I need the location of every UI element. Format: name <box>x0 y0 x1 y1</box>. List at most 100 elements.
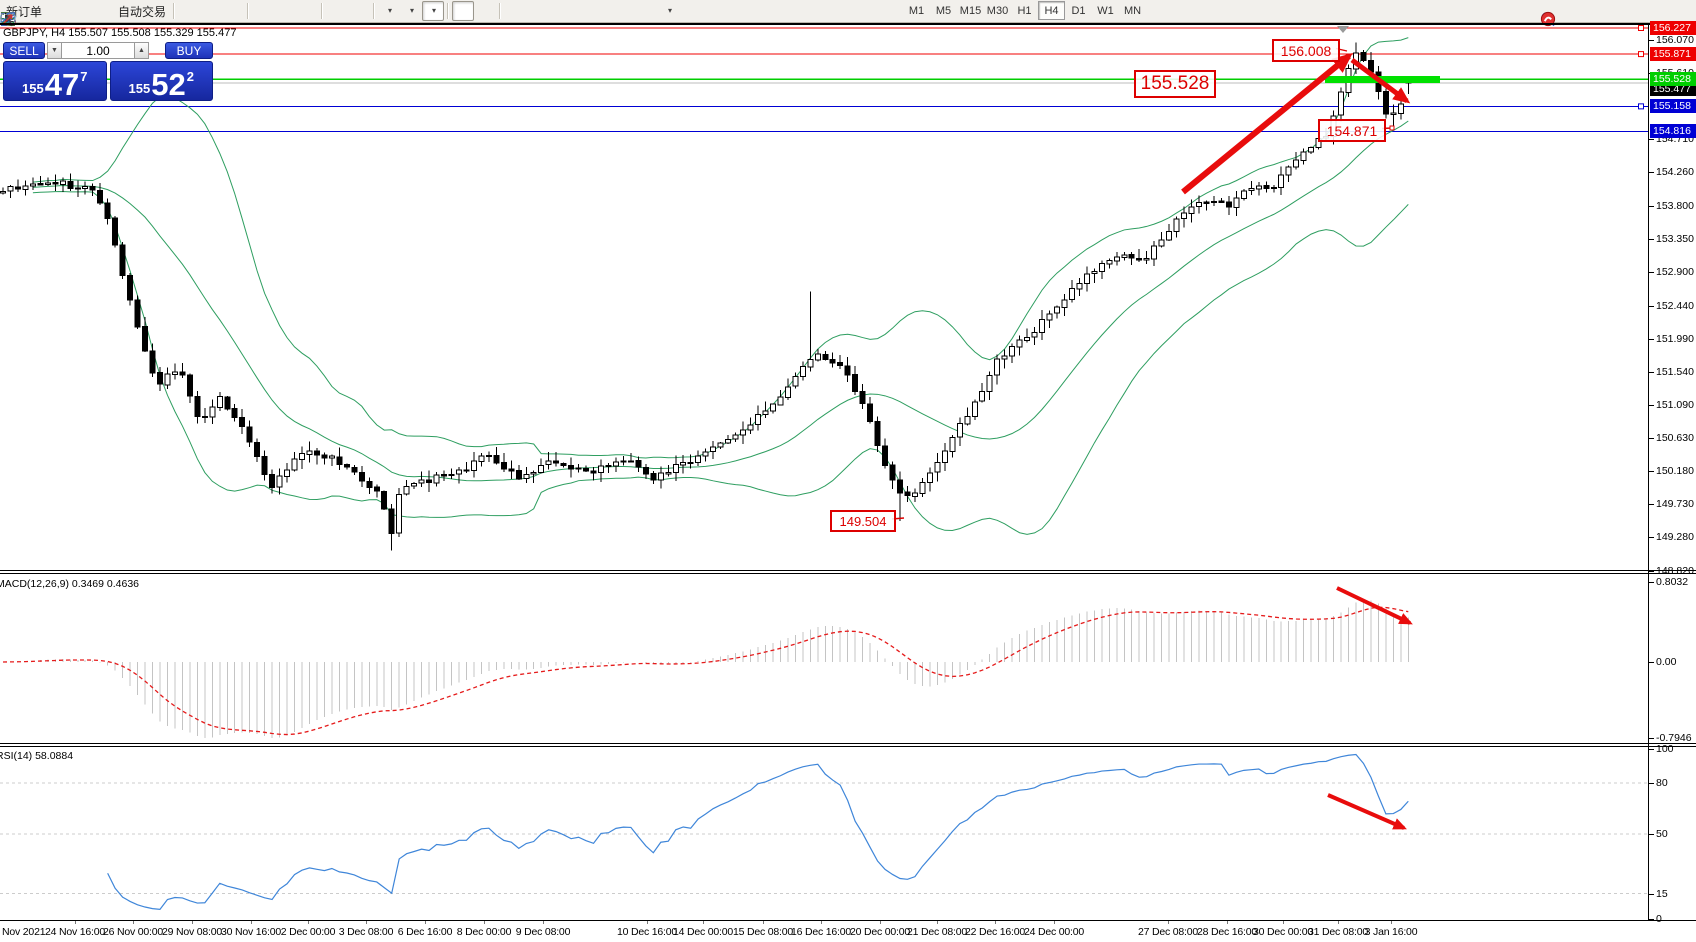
timeframe-mn-button[interactable]: MN <box>1123 4 1142 17</box>
price-tick <box>1649 205 1654 207</box>
time-tick <box>308 921 309 924</box>
line-anchor-handle[interactable] <box>1638 51 1644 58</box>
indicators-button[interactable]: ▾ <box>2 1 400 25</box>
sell-price-button[interactable]: 155 47 7 <box>3 61 107 101</box>
fibonacci-button[interactable]: F <box>2 1 614 27</box>
bollinger-band-line <box>32 37 1409 459</box>
rsi-panel-canvas[interactable] <box>0 748 1648 920</box>
time-tick <box>703 921 704 924</box>
macd-panel-canvas[interactable] <box>0 576 1648 742</box>
signals-button[interactable] <box>0 1 112 25</box>
timeframe-h4-button[interactable]: H4 <box>1038 1 1065 20</box>
rsi-tick <box>1649 783 1654 784</box>
volume-decrease-button[interactable]: ▼ <box>47 42 62 59</box>
timeframe-m5-button[interactable]: M5 <box>935 4 952 17</box>
support-segment[interactable] <box>1325 76 1440 83</box>
horizontal-line-button[interactable] <box>2 1 548 21</box>
market-gold-button[interactable] <box>0 1 68 24</box>
toolbar-separator <box>321 3 324 19</box>
price-tick <box>1649 537 1654 539</box>
price-tick-label: 152.440 <box>1656 299 1694 312</box>
timeframe-w1-button[interactable]: W1 <box>1097 4 1114 17</box>
price-callout-149.504[interactable]: 149.504 <box>830 510 896 532</box>
profile-button[interactable] <box>1 1 90 26</box>
macd-tick-label: -0.7946 <box>1656 732 1692 744</box>
panel-divider[interactable] <box>0 746 1696 747</box>
chevron-down-icon: ▾ <box>668 6 673 15</box>
price-tick-label: 153.350 <box>1656 232 1694 245</box>
timeframe-d1-button[interactable]: D1 <box>1071 4 1086 17</box>
time-axis-label: 3 Dec 08:00 <box>338 926 394 938</box>
time-tick <box>1168 921 1169 924</box>
chart-shift-button[interactable] <box>2 1 370 25</box>
panel-divider <box>0 920 1696 921</box>
arrow-objects-button[interactable]: ▾ <box>2 1 680 25</box>
panel-divider[interactable] <box>0 570 1696 571</box>
macd-indicator-label: MACD(12,26,9) 0.3469 0.4636 <box>0 578 140 590</box>
text-label-button[interactable]: T <box>1 1 658 24</box>
time-axis-label: 21 Dec 08:00 <box>906 926 968 938</box>
volume-input[interactable] <box>62 42 134 59</box>
price-tick-label: 156.070 <box>1656 33 1694 46</box>
auto-trading-button[interactable]: 自动交易 <box>1 1 170 27</box>
time-axis-label: 16 Dec 16:00 <box>790 926 852 938</box>
price-tick-label: 151.540 <box>1656 365 1694 378</box>
timeframe-m1-button[interactable]: M1 <box>908 4 925 17</box>
time-axis-label: 14 Dec 00:00 <box>672 926 734 938</box>
panel-divider[interactable] <box>0 743 1696 744</box>
zoom-in-button[interactable] <box>1 1 274 26</box>
price-callout-156.008[interactable]: 156.008 <box>1272 39 1340 62</box>
main-chart-canvas[interactable] <box>0 25 1648 570</box>
toolbar-separator <box>173 3 176 19</box>
price-tick-label: 149.280 <box>1656 531 1694 544</box>
cursor-button[interactable] <box>5 1 475 25</box>
sell-button[interactable]: SELL <box>3 42 45 59</box>
trend-arrow[interactable] <box>1327 793 1407 830</box>
price-callout-155.528[interactable]: 155.528 <box>1134 70 1216 98</box>
trend-arrow[interactable] <box>1181 52 1353 195</box>
time-tick <box>366 921 367 924</box>
trend-arrow[interactable] <box>1336 586 1413 625</box>
price-tick-label: 149.730 <box>1656 498 1694 511</box>
tile-windows-button[interactable] <box>1 1 318 26</box>
buy-button[interactable]: BUY <box>165 42 213 59</box>
price-tick <box>1649 305 1654 307</box>
bar-chart-mode-button[interactable] <box>1 1 200 26</box>
trendline-button[interactable] <box>1 1 570 26</box>
time-axis-label: 8 Dec 00:00 <box>456 926 512 938</box>
sell-price-big: 47 <box>44 66 80 102</box>
buy-price-button[interactable]: 155 52 2 <box>109 61 213 101</box>
price-callout-154.871[interactable]: 154.871 <box>1318 119 1386 142</box>
time-axis-label: 20 Dec 00:00 <box>849 926 911 938</box>
time-axis-label: 29 Nov 08:00 <box>161 926 223 938</box>
toolbar-separator <box>373 3 376 19</box>
candlestick-mode-button[interactable] <box>3 1 222 25</box>
line-chart-mode-button[interactable] <box>0 1 244 24</box>
trend-arrow[interactable] <box>1350 57 1411 104</box>
buy-price-prefix: 155 <box>128 81 151 96</box>
timeframe-m30-button[interactable]: M30 <box>986 4 1009 17</box>
equidistant-channel-button[interactable]: E <box>1 1 592 27</box>
time-axis-label: 30 Nov 16:00 <box>220 926 282 938</box>
zoom-out-button[interactable] <box>1 1 296 26</box>
templates-button[interactable]: ▾ <box>1 1 445 25</box>
time-tick <box>821 921 822 924</box>
line-anchor-handle[interactable] <box>1638 25 1644 31</box>
chart-shift-marker[interactable] <box>1337 26 1349 33</box>
line-anchor-handle[interactable] <box>1638 103 1644 110</box>
price-tick <box>1649 139 1654 141</box>
vertical-line-button[interactable] <box>7 1 526 25</box>
auto-scroll-button[interactable] <box>1 1 348 25</box>
volume-increase-button[interactable]: ▲ <box>134 42 149 59</box>
community-alert-button[interactable] <box>1540 1 1590 27</box>
macd-tick-label: 0.00 <box>1656 656 1677 668</box>
timeframe-m15-button[interactable]: M15 <box>959 4 982 17</box>
text-button[interactable]: A <box>3 1 636 27</box>
crosshair-button[interactable] <box>2 1 496 25</box>
panel-divider[interactable] <box>0 573 1696 574</box>
time-axis-label: 24 Nov 16:00 <box>44 926 106 938</box>
periods-button[interactable]: ▾ <box>1 1 422 26</box>
time-tick <box>484 921 485 924</box>
timeframe-h1-button[interactable]: H1 <box>1017 4 1032 17</box>
price-tick <box>1649 404 1654 406</box>
